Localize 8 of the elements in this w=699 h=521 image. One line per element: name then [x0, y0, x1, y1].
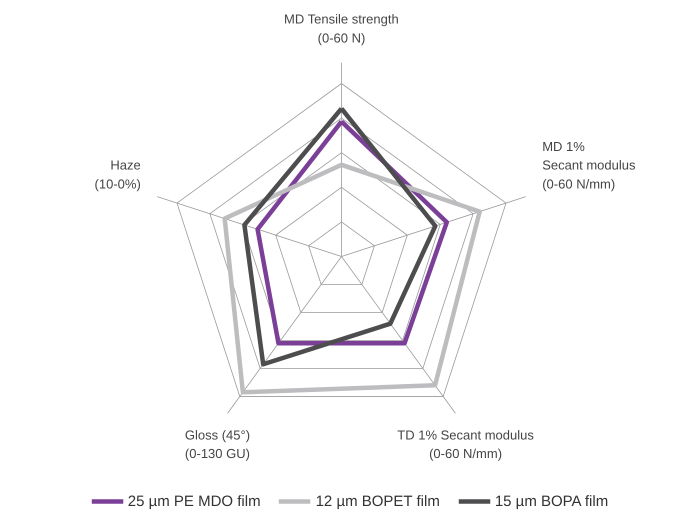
- spoke-label: Haze (10-0%): [94, 158, 141, 192]
- legend-label: 25 µm PE MDO film: [128, 492, 261, 510]
- spoke-label: MD Tensile strength (0-60 N): [284, 12, 399, 46]
- spoke-label: Gloss (45°) (0-130 GU): [184, 427, 250, 461]
- legend-label: 12 µm BOPET film: [316, 492, 440, 510]
- legend-label: 15 µm BOPA film: [494, 492, 608, 510]
- spoke-label: MD 1% Secant modulus (0-60 N/mm): [542, 138, 636, 192]
- spoke-label: TD 1% Secant modulus (0-60 N/mm): [397, 427, 534, 461]
